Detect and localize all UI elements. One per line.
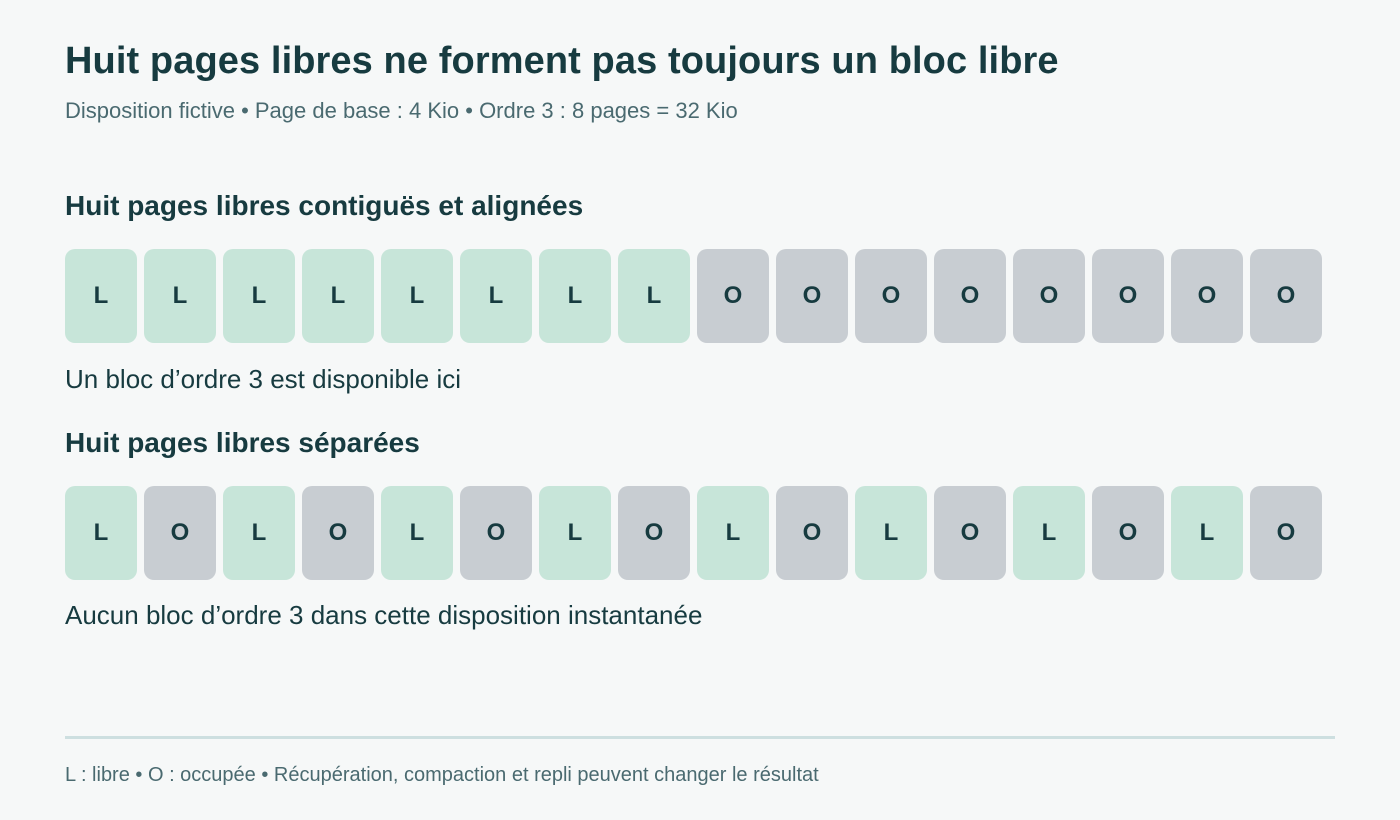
page-cell-free: L [223,249,295,343]
page-cell-free: L [381,486,453,580]
page-cell-used: O [144,486,216,580]
page-cell-used: O [1250,486,1322,580]
page-subtitle: Disposition fictive • Page de base : 4 K… [65,98,738,124]
footer-divider [65,736,1335,739]
page-cell-used: O [1092,249,1164,343]
section-title-separated: Huit pages libres séparées [65,427,420,459]
page-cell-free: L [855,486,927,580]
page-cell-used: O [934,486,1006,580]
page-cell-free: L [381,249,453,343]
page-cell-used: O [776,486,848,580]
caption-separated: Aucun bloc d’ordre 3 dans cette disposit… [65,600,702,631]
page-title: Huit pages libres ne forment pas toujour… [65,40,1059,83]
page-cell-used: O [460,486,532,580]
page-cell-used: O [855,249,927,343]
page-cell-free: L [65,486,137,580]
page-cell-used: O [1092,486,1164,580]
caption-contiguous: Un bloc d’ordre 3 est disponible ici [65,364,461,395]
page-cell-used: O [302,486,374,580]
page-cell-free: L [1171,486,1243,580]
page-cell-free: L [539,249,611,343]
page-cell-free: L [223,486,295,580]
page-cell-used: O [697,249,769,343]
section-title-contiguous: Huit pages libres contiguës et alignées [65,190,583,222]
page-cell-free: L [1013,486,1085,580]
page-cell-used: O [776,249,848,343]
page-cell-used: O [934,249,1006,343]
page-cell-free: L [65,249,137,343]
page-cell-free: L [460,249,532,343]
page-cell-free: L [618,249,690,343]
page-cell-used: O [1013,249,1085,343]
page-cell-free: L [144,249,216,343]
footer-legend: L : libre • O : occupée • Récupération, … [65,764,819,787]
page-cell-free: L [539,486,611,580]
page-cell-used: O [1171,249,1243,343]
page-cell-used: O [1250,249,1322,343]
page-cell-used: O [618,486,690,580]
page-cell-free: L [697,486,769,580]
page-cell-free: L [302,249,374,343]
